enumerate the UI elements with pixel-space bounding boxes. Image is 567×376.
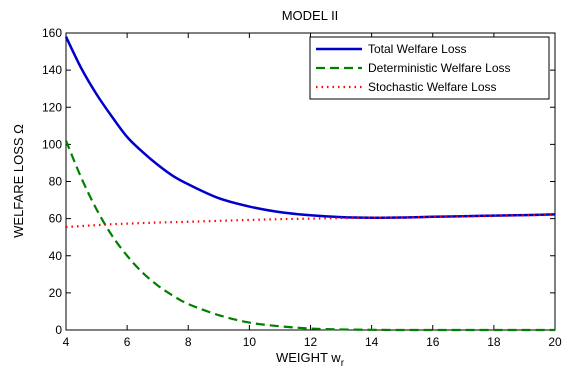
series-line-2 (64, 140, 555, 332)
x-tick-label: 4 (63, 335, 70, 349)
y-tick-label: 100 (42, 137, 62, 151)
legend-label-2: Deterministic Welfare Loss (368, 61, 511, 75)
y-tick-label: 60 (49, 212, 63, 226)
y-tick-label: 120 (42, 100, 62, 114)
x-tick-label: 18 (487, 335, 501, 349)
y-tick-label: 0 (55, 323, 62, 337)
x-tick-label: 6 (124, 335, 131, 349)
x-axis-label-subscript: r (341, 358, 345, 369)
x-axis-label-main: WEIGHT w (276, 350, 341, 365)
x-axis: 4 6 8 10 12 14 16 18 20 (63, 33, 562, 349)
chart-title: MODEL II (282, 8, 339, 23)
series-lines (64, 36, 556, 332)
y-axis-label: WELFARE LOSS Ω (11, 124, 26, 238)
x-tick-label: 12 (304, 335, 318, 349)
series-line-3 (65, 213, 556, 229)
y-tick-label: 140 (42, 63, 62, 77)
x-axis-label: WEIGHT wr (276, 350, 345, 369)
y-tick-label: 160 (42, 26, 62, 40)
x-tick-label: 10 (243, 335, 257, 349)
x-tick-label: 8 (185, 335, 192, 349)
y-tick-label: 80 (49, 175, 63, 189)
x-tick-label: 20 (548, 335, 562, 349)
series-line-1 (64, 36, 556, 219)
y-tick-label: 20 (49, 286, 63, 300)
legend: Total Welfare Loss Deterministic Welfare … (309, 36, 550, 100)
legend-label-1: Total Welfare Loss (368, 42, 467, 56)
x-tick-label: 16 (426, 335, 440, 349)
x-tick-label: 14 (365, 335, 379, 349)
legend-label-3: Stochastic Welfare Loss (368, 80, 497, 94)
y-tick-label: 40 (49, 249, 63, 263)
y-axis: 0 20 40 60 80 100 120 140 160 (42, 26, 555, 337)
